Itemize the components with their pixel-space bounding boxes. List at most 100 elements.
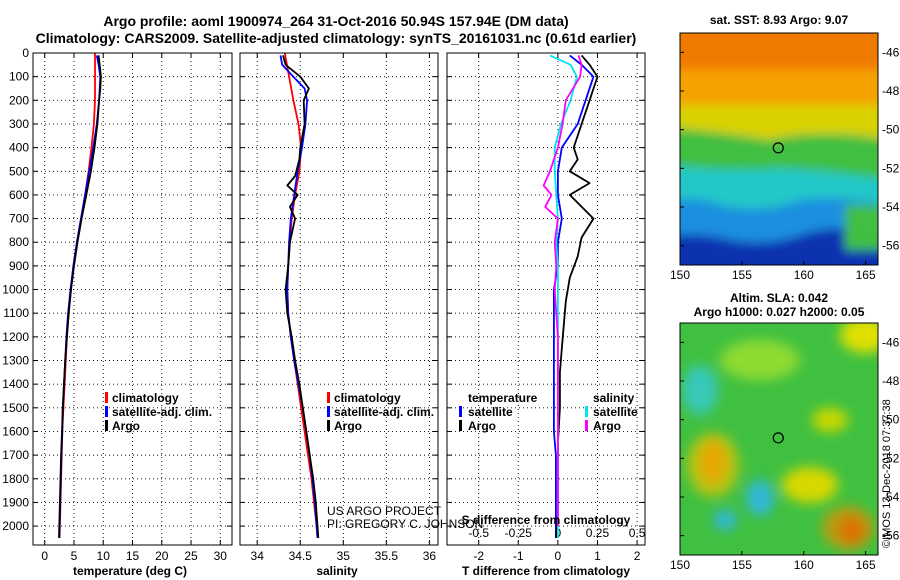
figure-subtitle: Climatology: CARS2009. Satellite-adjuste… [36, 30, 637, 46]
imos-stamp: ©IMOS 13-Dec-2018 07:37:38 [881, 399, 893, 548]
map-x-tick-label: 165 [856, 558, 876, 572]
legend-label-climatology: climatology [334, 391, 401, 405]
map-y-tick-label: -54 [882, 490, 900, 504]
depth-tick-label: 600 [9, 188, 29, 202]
sla-map-subtitle: Argo h1000: 0.027 h2000: 0.05 [694, 305, 865, 319]
legend-swatch-climatology [327, 392, 330, 403]
plot-area [240, 53, 438, 545]
plot-area [447, 53, 645, 545]
map-y-tick-label: -54 [882, 200, 900, 214]
legend-label-s-argo: Argo [593, 419, 621, 433]
x-tick-label: 2 [634, 549, 641, 563]
map-y-tick-label: -48 [882, 84, 900, 98]
sla-map [680, 323, 878, 555]
sst-band-cyan [680, 166, 878, 210]
plot-frame [32, 52, 233, 546]
difference-legend: temperature satellite Argo salinity sate… [459, 391, 638, 433]
legend-swatch-argo [105, 420, 108, 431]
legend-swatch-t-argo [459, 420, 462, 431]
depth-tick-label: 0 [22, 46, 29, 60]
x-tick-label: 0 [555, 549, 562, 563]
temperature-xlabel: temperature (deg C) [73, 564, 187, 578]
depth-tick-label: 200 [9, 93, 29, 107]
legend-label-satellite: satellite-adj. clim. [334, 405, 434, 419]
legend-label-satellite: satellite-adj. clim. [112, 405, 212, 419]
map-y-tick-label: -52 [882, 161, 900, 175]
legend-swatch-s-argo [585, 420, 588, 431]
legend-swatch-satellite [327, 406, 330, 417]
depth-tick-label: 900 [9, 259, 29, 273]
plot-frame [239, 52, 439, 546]
x-tick-label: 25 [184, 549, 198, 563]
difference-xlabel-top: S difference from climatology [462, 513, 631, 527]
series-line-argo [58, 55, 102, 538]
legend-label-argo: Argo [334, 419, 362, 433]
top-tick-label: 0.25 [586, 526, 610, 540]
sla-blob-cyan2 [746, 480, 774, 516]
sst-map [680, 33, 878, 265]
legend-label-t-satellite: satellite [468, 405, 513, 419]
sst-band-deepblue [680, 227, 878, 265]
map-y-tick-label: -50 [882, 123, 900, 137]
map-y-tick-label: -46 [882, 335, 900, 349]
map-y-tick-label: -52 [882, 451, 900, 465]
depth-tick-label: 1100 [3, 306, 29, 320]
top-tick-label: -0.5 [468, 526, 489, 540]
figure-title: Argo profile: aoml 1900974_264 31-Oct-20… [103, 13, 568, 29]
salinity-legend: climatology satellite-adj. clim. Argo [327, 391, 434, 433]
x-tick-label: 5 [71, 549, 78, 563]
depth-tick-label: 1400 [2, 377, 29, 391]
sla-blob-yellow3 [782, 467, 838, 503]
legend-swatch-argo [327, 420, 330, 431]
sst-patch-green [845, 205, 878, 250]
project-credit: US ARGO PROJECT [327, 504, 442, 518]
map-y-tick-label: -48 [882, 374, 900, 388]
sst-map-frame [679, 32, 879, 266]
sla-blob-yellow4 [812, 408, 848, 432]
depth-tick-label: 400 [9, 141, 29, 155]
legend-swatch-t-satellite [459, 406, 462, 417]
x-tick-label: 15 [126, 549, 140, 563]
map-x-tick-label: 160 [794, 558, 814, 572]
depth-tick-label: 1200 [2, 330, 29, 344]
pi-credit: PI: GREGORY C. JOHNSON [327, 517, 483, 531]
legend-swatch-s-satellite [585, 406, 588, 417]
temperature-panel: 0100200300400500600700800900100011001200… [2, 46, 233, 563]
sst-band-warm [680, 33, 878, 75]
sst-argo-marker [772, 142, 784, 154]
legend-label-s-satellite: satellite [593, 405, 638, 419]
difference-xlabel: T difference from climatology [462, 564, 630, 578]
x-tick-label: 1 [594, 549, 601, 563]
salinity-panel: 34 34.5 35 35.5 36 [239, 52, 439, 563]
sla-map-axes: 150 155 160 165 -46 -48 -50 -52 -54 -56 [670, 335, 900, 572]
depth-tick-label: 1300 [2, 354, 29, 368]
x-tick-label: -1 [513, 549, 524, 563]
depth-tick-label: 500 [9, 164, 29, 178]
map-x-tick-label: 155 [732, 558, 752, 572]
sla-argo-marker [772, 432, 784, 444]
salinity-xlabel: salinity [316, 564, 358, 578]
sla-blob-yellow2 [687, 433, 739, 497]
depth-tick-label: 300 [9, 117, 29, 131]
legend-swatch-satellite [105, 406, 108, 417]
legend-label-t-argo: Argo [468, 419, 496, 433]
legend-label-argo: Argo [112, 419, 140, 433]
x-tick-label: 34.5 [289, 549, 313, 563]
plot-frame [446, 52, 646, 546]
sla-blob-cyan3 [713, 510, 737, 530]
depth-tick-label: 2000 [2, 519, 29, 533]
top-tick-label: 0.5 [629, 526, 646, 540]
depth-tick-label: 1500 [2, 401, 29, 415]
depth-tick-label: 1600 [2, 424, 29, 438]
map-x-tick-label: 150 [670, 558, 690, 572]
sla-blob-orange2 [822, 506, 874, 550]
x-tick-label: 0 [41, 549, 48, 563]
depth-tick-label: 1900 [2, 495, 29, 509]
sla-blob-cyan [682, 365, 718, 415]
depth-tick-label: 800 [9, 235, 29, 249]
depth-tick-label: 1000 [2, 283, 29, 297]
depth-tick-label: 1700 [2, 448, 29, 462]
series-line-argo [542, 55, 583, 527]
difference-panel: -2 -1 0 1 2-0.5 -0.25 0 0.25 0.5 [446, 52, 646, 563]
